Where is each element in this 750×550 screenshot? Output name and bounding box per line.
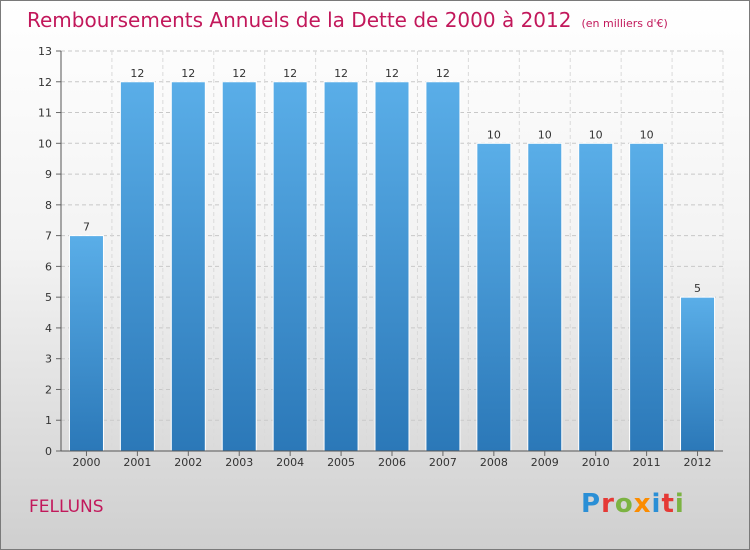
bar-value-label: 10 [640,128,654,141]
x-tick-label: 2007 [429,456,457,469]
bar[interactable] [68,235,104,452]
x-tick-label: 2011 [633,456,661,469]
bar[interactable] [374,81,410,452]
bar[interactable] [629,142,665,452]
commune-name: FELLUNS [29,497,104,517]
bar-value-label: 10 [538,128,552,141]
bar-value-label: 5 [694,282,701,295]
bar-value-label: 12 [232,67,246,80]
bar-value-label: 7 [83,221,90,234]
bar-value-label: 12 [385,67,399,80]
x-tick-label: 2006 [378,456,406,469]
y-tick-label: 3 [45,353,52,366]
x-tick-label: 2003 [225,456,253,469]
y-tick-label: 5 [45,291,52,304]
chart-unit: (en milliers d'€) [581,17,668,30]
bar[interactable] [170,81,206,452]
y-tick-label: 4 [45,322,52,335]
x-tick-label: 2010 [582,456,610,469]
bar[interactable] [272,81,308,452]
bar[interactable] [527,142,563,452]
y-tick-label: 10 [38,137,52,150]
bar[interactable] [476,142,512,452]
y-tick-label: 6 [45,260,52,273]
bar[interactable] [119,81,155,452]
chart-title: Remboursements Annuels de la Dette de 20… [27,8,668,32]
bar[interactable] [323,81,359,452]
y-tick-label: 8 [45,199,52,212]
x-tick-label: 2009 [531,456,559,469]
x-tick-label: 2000 [72,456,100,469]
bar-value-label: 12 [436,67,450,80]
chart-title-text: Remboursements Annuels de la Dette de 20… [27,8,572,32]
y-tick-label: 7 [45,230,52,243]
x-tick-label: 2012 [684,456,712,469]
y-tick-label: 1 [45,414,52,427]
proxiti-logo[interactable]: Proxiti [581,489,685,519]
y-tick-label: 2 [45,383,52,396]
x-tick-label: 2001 [123,456,151,469]
bar-value-label: 10 [487,128,501,141]
bar-value-label: 10 [589,128,603,141]
y-tick-label: 13 [38,45,52,58]
bar-value-label: 12 [181,67,195,80]
bar-value-label: 12 [334,67,348,80]
bar-value-label: 12 [130,67,144,80]
x-tick-label: 2004 [276,456,304,469]
bar[interactable] [680,296,716,452]
bar-value-label: 12 [283,67,297,80]
y-tick-label: 9 [45,168,52,181]
x-tick-label: 2005 [327,456,355,469]
y-tick-label: 0 [45,445,52,458]
x-tick-label: 2008 [480,456,508,469]
bars: 7 12 12 12 12 12 12 12 10 10 10 10 5 [68,67,716,452]
y-tick-label: 12 [38,76,52,89]
x-tick-label: 2002 [174,456,202,469]
bar[interactable] [578,142,614,452]
bar[interactable] [221,81,257,452]
bar[interactable] [425,81,461,452]
y-tick-label: 11 [38,107,52,120]
